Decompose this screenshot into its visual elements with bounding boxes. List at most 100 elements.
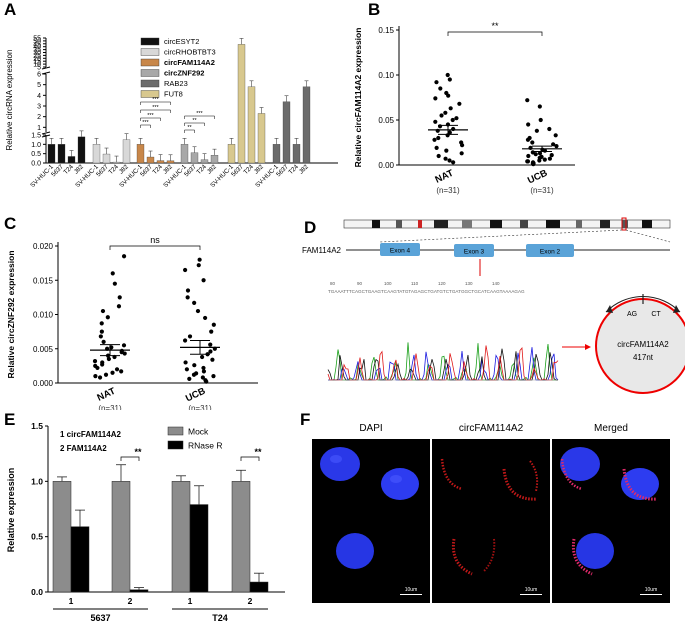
scale-bar-circfam114a2: 10um xyxy=(520,587,542,595)
exon-3-label: Exon 3 xyxy=(464,249,485,256)
x-pair-label: 2 xyxy=(128,596,133,606)
data-point xyxy=(200,354,205,360)
bar-0-0 xyxy=(47,144,56,164)
data-point xyxy=(434,80,439,85)
legend-label: circZNF292 xyxy=(164,69,204,78)
data-point xyxy=(450,117,455,123)
y-tick-label: 0.5 xyxy=(31,532,43,542)
panel-f-microscopy: DAPI 10um circFAM114A2 10um Merged xyxy=(300,410,685,627)
data-point xyxy=(432,137,437,142)
dapi-nuclei xyxy=(320,447,419,569)
micrograph-title-merged: Merged xyxy=(594,423,628,434)
bar-mock-2 xyxy=(171,481,191,593)
y-tick-label: 25 xyxy=(33,53,41,60)
data-point xyxy=(457,101,462,106)
legend-swatch xyxy=(140,37,160,46)
data-point xyxy=(200,375,205,380)
circrna-length: 417nt xyxy=(633,353,654,362)
bar-1-2 xyxy=(112,161,121,164)
legend-swatch xyxy=(140,48,160,56)
panel-d-schematic: FAM114A2 Exon 4 Exon 3 Exon 2 80 90 100 110… xyxy=(302,217,685,394)
panel-label-f: F xyxy=(300,410,311,429)
data-point xyxy=(95,365,100,371)
micrograph-circfam114a2: circFAM114A2 10um xyxy=(432,423,550,603)
y-tick-label: 5 xyxy=(37,82,41,89)
data-point xyxy=(443,110,448,115)
junction-label-right: CT xyxy=(651,311,661,318)
data-point xyxy=(208,349,213,354)
x-group-label: NAT xyxy=(434,168,456,186)
y-tick-label: 4 xyxy=(37,93,41,100)
data-point xyxy=(185,295,190,300)
bar-4-1 xyxy=(237,44,246,164)
significance-label: ** xyxy=(491,21,499,31)
bar-0-2 xyxy=(67,156,76,164)
legend-swatch xyxy=(167,440,184,450)
x-tick-label: J82 xyxy=(298,163,310,175)
significance-label: ** xyxy=(134,447,142,457)
significance-label: ** xyxy=(254,447,262,457)
legend-label: circESYT2 xyxy=(164,37,199,46)
data-point xyxy=(525,137,531,142)
x-group-n: (n=31) xyxy=(98,404,122,410)
y-tick-label: 1.5 xyxy=(31,133,41,140)
significance-label: ns xyxy=(150,235,160,245)
data-point xyxy=(183,267,188,273)
sequence-position: 130 xyxy=(465,281,473,286)
data-point xyxy=(182,338,188,343)
data-point xyxy=(98,334,103,339)
bar-3-0 xyxy=(180,144,189,164)
junction-sequence: TGAAATTTCAGCTGAAGTCAAGTATGTAGAGCTGATGTCT… xyxy=(328,289,525,294)
y-tick-label: 1 xyxy=(37,125,41,132)
y-axis-title: Relative circZNF292 expression xyxy=(6,250,16,378)
y-tick-label: 0.000 xyxy=(33,379,54,388)
data-point xyxy=(531,162,536,167)
data-point xyxy=(553,133,558,138)
y-tick-label: 55 xyxy=(33,36,41,43)
bar-0-3 xyxy=(77,136,86,164)
data-point xyxy=(101,339,106,344)
y-tick-label: 0.15 xyxy=(378,26,394,35)
scale-bar-merged: 10um xyxy=(640,587,662,595)
sequence-position-labels: 80 90 100 110 120 130 140 xyxy=(330,281,500,286)
y-tick-label: 0.005 xyxy=(33,345,54,354)
primer-arrow-right xyxy=(673,305,680,313)
data-point xyxy=(459,151,464,156)
data-point xyxy=(533,152,538,157)
data-point xyxy=(537,151,543,156)
data-point xyxy=(106,356,111,362)
y-tick-label: 0.5 xyxy=(31,151,41,158)
data-point xyxy=(93,374,98,379)
y-tick-label: 0.05 xyxy=(378,116,394,125)
panel-b-scatter-chart: Relative circFAM114A2 expression 0.15 0.10… xyxy=(353,21,575,195)
significance-bracket xyxy=(140,117,161,121)
y-axis-title: Relative circFAM114A2 expression xyxy=(353,28,363,168)
junction-label-left: AG xyxy=(627,311,637,318)
pointer-arrowhead xyxy=(585,344,591,350)
data-point xyxy=(551,142,556,147)
data-point xyxy=(201,365,206,371)
significance-label: *** xyxy=(142,120,149,126)
significance-bracket xyxy=(109,245,201,250)
data-point xyxy=(547,126,552,132)
data-point xyxy=(526,122,531,127)
bar-rnase-r-3 xyxy=(249,581,269,593)
panel-label-b: B xyxy=(368,0,381,19)
data-point xyxy=(209,329,214,334)
data-point xyxy=(191,372,197,377)
data-point xyxy=(197,257,202,262)
data-point xyxy=(117,295,122,300)
data-point xyxy=(119,369,124,374)
significance-bracket xyxy=(184,122,205,126)
legend-label: FUT8 xyxy=(164,90,183,99)
bar-4-0 xyxy=(227,144,236,164)
data-point xyxy=(211,322,216,327)
significance-label: *** xyxy=(196,111,203,117)
data-point xyxy=(192,363,197,368)
x-pair-label: 1 xyxy=(188,596,193,606)
x-group-label: UCB xyxy=(526,168,549,187)
y-tick-label: 2 xyxy=(37,114,41,121)
data-point xyxy=(184,367,189,372)
y-tick-label: 0.0 xyxy=(31,587,43,597)
data-point xyxy=(97,375,103,380)
